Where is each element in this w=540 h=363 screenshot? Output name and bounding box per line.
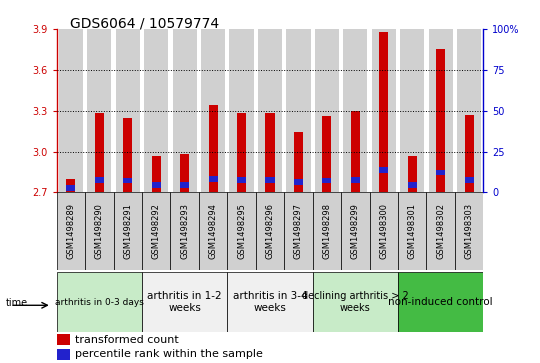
Bar xyxy=(57,334,70,345)
Bar xyxy=(379,32,388,192)
Text: GSM1498294: GSM1498294 xyxy=(208,204,218,259)
Bar xyxy=(173,29,197,192)
Bar xyxy=(237,114,246,192)
Text: GSM1498300: GSM1498300 xyxy=(379,203,388,260)
Text: GSM1498303: GSM1498303 xyxy=(464,203,474,260)
Text: GSM1498289: GSM1498289 xyxy=(66,203,76,260)
Text: GSM1498291: GSM1498291 xyxy=(123,204,132,259)
Bar xyxy=(171,192,199,270)
Bar xyxy=(436,49,445,192)
Bar xyxy=(436,170,445,175)
Text: arthritis in 3-4
weeks: arthritis in 3-4 weeks xyxy=(233,291,307,313)
Text: GSM1498299: GSM1498299 xyxy=(351,204,360,259)
Bar xyxy=(201,29,225,192)
Bar xyxy=(152,182,161,188)
Bar xyxy=(284,192,313,270)
Text: GDS6064 / 10579774: GDS6064 / 10579774 xyxy=(70,16,219,30)
Bar xyxy=(313,192,341,270)
Bar xyxy=(208,105,218,192)
Text: transformed count: transformed count xyxy=(75,335,178,345)
Bar xyxy=(95,114,104,192)
Bar xyxy=(322,178,332,183)
Bar xyxy=(322,116,332,192)
Bar xyxy=(152,156,161,192)
Text: time: time xyxy=(5,298,28,308)
Bar xyxy=(286,29,310,192)
Bar xyxy=(398,192,427,270)
Bar xyxy=(66,179,76,192)
Bar xyxy=(343,29,367,192)
Bar xyxy=(464,115,474,192)
Bar xyxy=(408,156,417,192)
Bar xyxy=(408,182,417,188)
Bar xyxy=(313,272,398,332)
Text: GSM1498295: GSM1498295 xyxy=(237,204,246,259)
Bar xyxy=(351,111,360,192)
Text: GSM1498293: GSM1498293 xyxy=(180,203,189,260)
Bar xyxy=(429,29,453,192)
Bar xyxy=(369,192,398,270)
Text: declining arthritis > 2
weeks: declining arthritis > 2 weeks xyxy=(302,291,409,313)
Bar xyxy=(59,29,83,192)
Bar xyxy=(123,178,132,183)
Bar xyxy=(266,177,274,183)
Bar xyxy=(144,29,168,192)
Bar xyxy=(379,167,388,173)
Text: non-induced control: non-induced control xyxy=(388,297,493,307)
Bar xyxy=(427,192,455,270)
Bar xyxy=(294,179,303,185)
Text: GSM1498290: GSM1498290 xyxy=(95,204,104,259)
Bar xyxy=(230,29,254,192)
Bar xyxy=(227,192,256,270)
Bar xyxy=(341,192,369,270)
Bar xyxy=(142,272,227,332)
Text: GSM1498298: GSM1498298 xyxy=(322,203,332,260)
Bar xyxy=(180,154,189,192)
Bar xyxy=(315,29,339,192)
Text: arthritis in 0-3 days: arthritis in 0-3 days xyxy=(55,298,144,307)
Bar xyxy=(294,132,303,192)
Text: GSM1498301: GSM1498301 xyxy=(408,203,417,260)
Bar xyxy=(199,192,227,270)
Bar xyxy=(258,29,282,192)
Bar xyxy=(372,29,396,192)
Bar xyxy=(266,114,274,192)
Bar xyxy=(208,176,218,182)
Bar xyxy=(113,192,142,270)
Bar xyxy=(95,177,104,183)
Bar xyxy=(66,185,76,191)
Text: GSM1498302: GSM1498302 xyxy=(436,203,445,260)
Bar xyxy=(256,192,284,270)
Text: percentile rank within the sample: percentile rank within the sample xyxy=(75,349,262,359)
Bar xyxy=(400,29,424,192)
Bar xyxy=(57,192,85,270)
Bar xyxy=(87,29,111,192)
Bar xyxy=(57,272,142,332)
Bar xyxy=(464,178,474,183)
Bar xyxy=(180,182,189,188)
Bar xyxy=(457,29,481,192)
Text: GSM1498296: GSM1498296 xyxy=(266,203,274,260)
Bar xyxy=(455,192,483,270)
Bar xyxy=(227,272,313,332)
Text: arthritis in 1-2
weeks: arthritis in 1-2 weeks xyxy=(147,291,222,313)
Bar xyxy=(57,349,70,360)
Bar xyxy=(351,177,360,183)
Bar xyxy=(123,118,132,192)
Bar xyxy=(237,177,246,183)
Bar xyxy=(142,192,171,270)
Text: GSM1498292: GSM1498292 xyxy=(152,204,161,259)
Bar xyxy=(85,192,113,270)
Bar xyxy=(398,272,483,332)
Bar xyxy=(116,29,140,192)
Text: GSM1498297: GSM1498297 xyxy=(294,203,303,260)
